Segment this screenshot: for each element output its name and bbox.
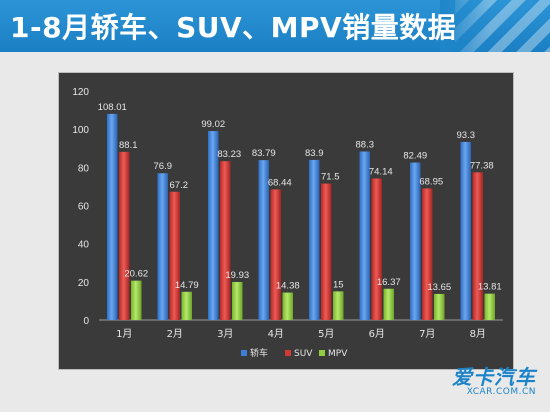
bar-sedan: [258, 160, 269, 320]
data-label: 74.14: [369, 167, 393, 178]
x-tick-label: 3月: [217, 328, 233, 340]
bar-suv: [472, 172, 483, 320]
chart-panel: 0 20 40 60 80 100 120 108.01 88.1 20.62 1月 76.9 67.2…: [58, 72, 514, 370]
legend-label-mpv: MPV: [328, 349, 348, 359]
page-title: 1-8月轿车、SUV、MPV销量数据: [10, 11, 457, 44]
data-label: 16.37: [377, 277, 401, 288]
data-label: 83.79: [252, 148, 276, 159]
data-label: 83.9: [305, 148, 324, 159]
data-label: 88.1: [119, 140, 138, 151]
data-label: 82.49: [403, 151, 427, 162]
bar-sedan: [410, 162, 421, 320]
data-label: 20.62: [124, 269, 148, 280]
bar-suv: [270, 189, 281, 320]
x-tick-label: 7月: [419, 328, 435, 340]
bar-sedan: [107, 113, 118, 320]
y-tick-label: 120: [72, 87, 89, 98]
x-tick-label: 6月: [369, 328, 385, 340]
x-tick-label: 4月: [268, 328, 284, 340]
x-tick-label: 5月: [318, 328, 334, 340]
bar-suv: [321, 183, 332, 320]
data-label: 19.93: [225, 270, 249, 281]
bar-suv: [371, 178, 382, 320]
bar-mpv: [282, 292, 293, 320]
data-label: 13.65: [427, 282, 451, 293]
y-tick-label: 100: [72, 125, 89, 136]
y-tick-label: 0: [83, 316, 89, 327]
data-label: 68.95: [419, 176, 443, 187]
bar-sedan: [157, 173, 168, 320]
bar-sedan: [460, 141, 471, 320]
legend-swatch-mpv: [319, 350, 325, 356]
bar-chart: 0 20 40 60 80 100 120 108.01 88.1 20.62 1月 76.9 67.2…: [72, 87, 503, 359]
bar-suv: [422, 188, 433, 320]
data-label: 71.5: [321, 172, 340, 183]
title-banner: 1-8月轿车、SUV、MPV销量数据: [0, 0, 550, 52]
bar-suv: [220, 161, 231, 320]
legend-swatch-suv: [285, 350, 291, 356]
y-tick-label: 20: [78, 278, 90, 289]
xcar-watermark: 爱卡汽车 XCAR.COM.CN: [452, 367, 536, 398]
bar-mpv: [484, 293, 495, 320]
bar-sedan: [208, 131, 219, 320]
data-label: 15: [333, 279, 344, 290]
bar-mpv: [434, 293, 445, 320]
bar-mpv: [333, 291, 344, 320]
data-label: 99.02: [201, 119, 225, 130]
y-tick-label: 60: [78, 202, 90, 213]
bar-mpv: [383, 288, 394, 320]
bar-mpv: [232, 281, 243, 320]
x-tick-label: 8月: [470, 328, 486, 340]
bar-mpv: [131, 280, 142, 320]
x-tick-label: 1月: [116, 328, 132, 340]
data-label: 108.01: [98, 102, 127, 113]
data-label: 88.3: [356, 139, 375, 150]
y-tick-label: 40: [78, 240, 90, 251]
xcar-logo: 爱卡汽车: [452, 365, 536, 389]
data-label: 77.38: [470, 160, 494, 171]
data-label: 13.81: [478, 282, 502, 293]
bar-sedan: [359, 151, 370, 320]
y-tick-label: 80: [78, 163, 90, 174]
legend-label-sedan: 轿车: [250, 347, 268, 359]
xcar-site: XCAR.COM.CN: [466, 387, 536, 397]
data-label: 14.38: [276, 281, 300, 292]
legend-label-suv: SUV: [294, 349, 313, 359]
x-tick-label: 2月: [167, 328, 183, 340]
bar-mpv: [181, 291, 192, 320]
data-label: 68.44: [268, 177, 292, 188]
bar-sedan: [309, 159, 320, 320]
data-label: 93.3: [457, 130, 476, 141]
data-label: 14.79: [175, 280, 199, 291]
data-label: 83.23: [217, 149, 241, 160]
legend-swatch-sedan: [241, 350, 247, 356]
bar-suv: [169, 191, 180, 320]
data-label: 76.9: [154, 161, 173, 172]
data-label: 67.2: [170, 180, 189, 191]
bar-suv: [119, 151, 130, 320]
